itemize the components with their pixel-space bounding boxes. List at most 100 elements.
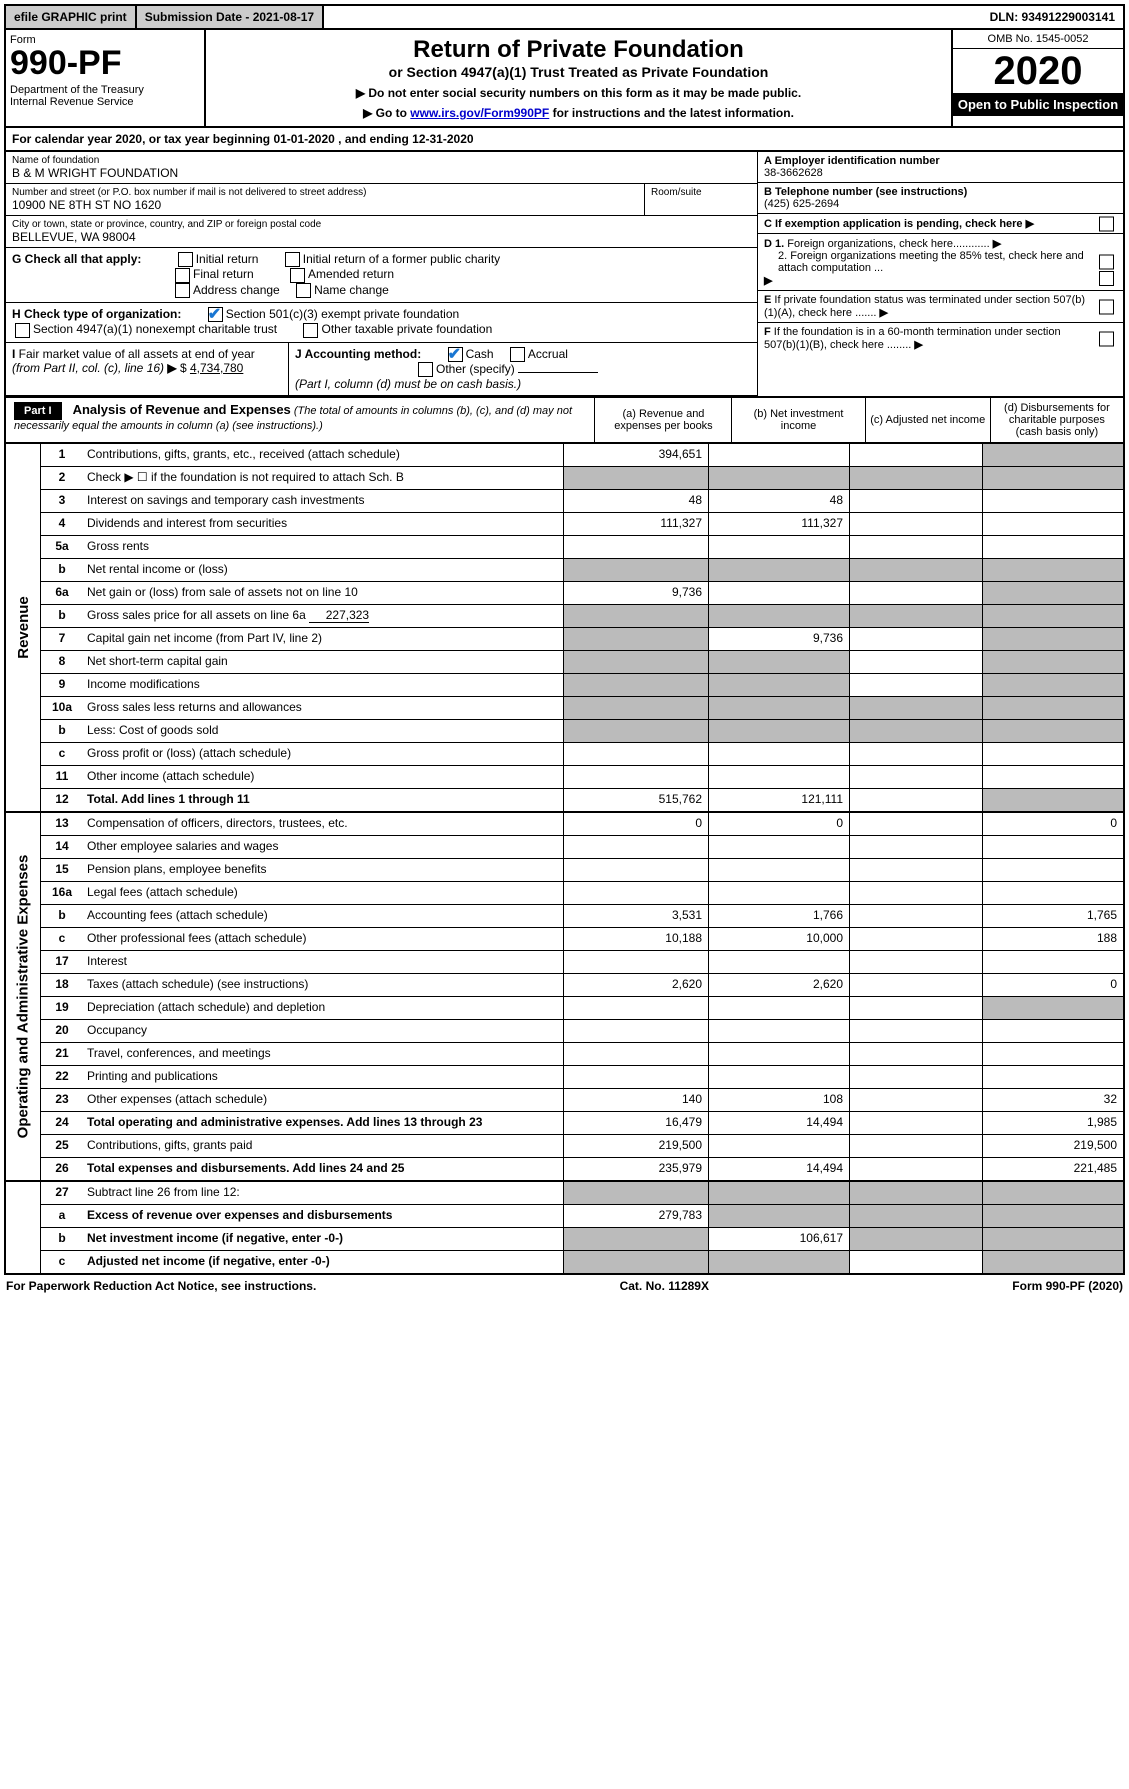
cell-b: 2,620 — [708, 974, 849, 996]
cell-b — [708, 467, 849, 489]
tax-year: 2020 — [953, 49, 1123, 93]
cell-a — [563, 651, 708, 673]
cell-b — [708, 674, 849, 696]
cell-c — [849, 1182, 982, 1204]
line-1: 1Contributions, gifts, grants, etc., rec… — [41, 444, 1123, 467]
line-description: Interest — [83, 951, 563, 973]
cell-b: 121,111 — [708, 789, 849, 811]
city-state-zip: BELLEVUE, WA 98004 — [12, 230, 751, 244]
cell-b: 48 — [708, 490, 849, 512]
cell-a: 9,736 — [563, 582, 708, 604]
cell-d: 0 — [982, 813, 1123, 835]
line-number: c — [41, 1251, 83, 1273]
section-j: J Accounting method: Cash Accrual Other … — [289, 343, 757, 396]
501c3-checkbox[interactable] — [208, 307, 223, 322]
4947a1-checkbox[interactable] — [15, 323, 30, 338]
section-h: H Check type of organization: Section 50… — [6, 303, 757, 343]
other-method-checkbox[interactable] — [418, 362, 433, 377]
line-number: 21 — [41, 1043, 83, 1065]
other-taxable-checkbox[interactable] — [303, 323, 318, 338]
cell-a — [563, 836, 708, 858]
cell-d: 219,500 — [982, 1135, 1123, 1157]
cell-a — [563, 1228, 708, 1250]
line-description: Net gain or (loss) from sale of assets n… — [83, 582, 563, 604]
cell-c — [849, 720, 982, 742]
line-3: 3Interest on savings and temporary cash … — [41, 490, 1123, 513]
foundation-name: B & M WRIGHT FOUNDATION — [12, 166, 751, 180]
line-number: 22 — [41, 1066, 83, 1088]
cell-a — [563, 674, 708, 696]
irs-link[interactable]: www.irs.gov/Form990PF — [410, 106, 549, 120]
line-description: Subtract line 26 from line 12: — [83, 1182, 563, 1204]
foreign-org-checkbox[interactable] — [1099, 255, 1114, 270]
line-6a: 6aNet gain or (loss) from sale of assets… — [41, 582, 1123, 605]
line-description: Other income (attach schedule) — [83, 766, 563, 788]
cell-c — [849, 628, 982, 650]
cell-d — [982, 513, 1123, 535]
line-description: Total. Add lines 1 through 11 — [83, 789, 563, 811]
cash-method-checkbox[interactable] — [448, 347, 463, 362]
foreign-85pct-checkbox[interactable] — [1099, 271, 1114, 286]
cell-c — [849, 813, 982, 835]
street-address: 10900 NE 8TH ST NO 1620 — [12, 198, 638, 212]
line-number: 24 — [41, 1112, 83, 1134]
line-number: 7 — [41, 628, 83, 650]
cell-b — [708, 582, 849, 604]
cell-d — [982, 1066, 1123, 1088]
cell-a: 16,479 — [563, 1112, 708, 1134]
cell-b — [708, 1135, 849, 1157]
revenue-section: Revenue 1Contributions, gifts, grants, e… — [4, 444, 1125, 813]
line-description: Interest on savings and temporary cash i… — [83, 490, 563, 512]
line-c: cAdjusted net income (if negative, enter… — [41, 1251, 1123, 1273]
cell-c — [849, 582, 982, 604]
col-c-header: (c) Adjusted net income — [865, 398, 990, 442]
cell-c — [849, 743, 982, 765]
address-change-checkbox[interactable] — [175, 283, 190, 298]
cell-d: 1,985 — [982, 1112, 1123, 1134]
city-label: City or town, state or province, country… — [12, 219, 751, 230]
cell-b — [708, 444, 849, 466]
cell-d — [982, 789, 1123, 811]
fmv-value: 4,734,780 — [190, 361, 243, 375]
cell-d — [982, 1043, 1123, 1065]
cell-b — [708, 1066, 849, 1088]
status-terminated-checkbox[interactable] — [1099, 299, 1114, 314]
line-number: 26 — [41, 1158, 83, 1180]
initial-public-charity-checkbox[interactable] — [285, 252, 300, 267]
line-number: 3 — [41, 490, 83, 512]
initial-return-checkbox[interactable] — [178, 252, 193, 267]
line-c: cGross profit or (loss) (attach schedule… — [41, 743, 1123, 766]
line-b: bNet rental income or (loss) — [41, 559, 1123, 582]
form-subtitle: or Section 4947(a)(1) Trust Treated as P… — [216, 64, 941, 80]
amended-return-checkbox[interactable] — [290, 268, 305, 283]
line-number: 15 — [41, 859, 83, 881]
room-suite-label: Room/suite — [645, 184, 757, 215]
cell-c — [849, 1112, 982, 1134]
footer-right: Form 990-PF (2020) — [1012, 1279, 1123, 1293]
line-13: 13Compensation of officers, directors, t… — [41, 813, 1123, 836]
cell-d — [982, 720, 1123, 742]
cell-b — [708, 743, 849, 765]
cell-a — [563, 536, 708, 558]
cell-a — [563, 743, 708, 765]
name-change-checkbox[interactable] — [296, 283, 311, 298]
accrual-method-checkbox[interactable] — [510, 347, 525, 362]
cell-a — [563, 1020, 708, 1042]
60month-checkbox[interactable] — [1099, 331, 1114, 346]
cell-a: 140 — [563, 1089, 708, 1111]
line-description: Adjusted net income (if negative, enter … — [83, 1251, 563, 1273]
line-9: 9Income modifications — [41, 674, 1123, 697]
footer-cat: Cat. No. 11289X — [620, 1279, 709, 1293]
cell-d: 1,765 — [982, 905, 1123, 927]
section-d1: D 1. Foreign organizations, check here..… — [764, 238, 990, 250]
line-description: Occupancy — [83, 1020, 563, 1042]
cell-b — [708, 859, 849, 881]
exemption-pending-checkbox[interactable] — [1099, 216, 1114, 231]
efile-print-button[interactable]: efile GRAPHIC print — [6, 6, 137, 28]
final-return-checkbox[interactable] — [175, 268, 190, 283]
cell-d — [982, 1228, 1123, 1250]
footer-left: For Paperwork Reduction Act Notice, see … — [6, 1279, 316, 1293]
line-description: Net investment income (if negative, ente… — [83, 1228, 563, 1250]
line-description: Legal fees (attach schedule) — [83, 882, 563, 904]
line-number: 19 — [41, 997, 83, 1019]
